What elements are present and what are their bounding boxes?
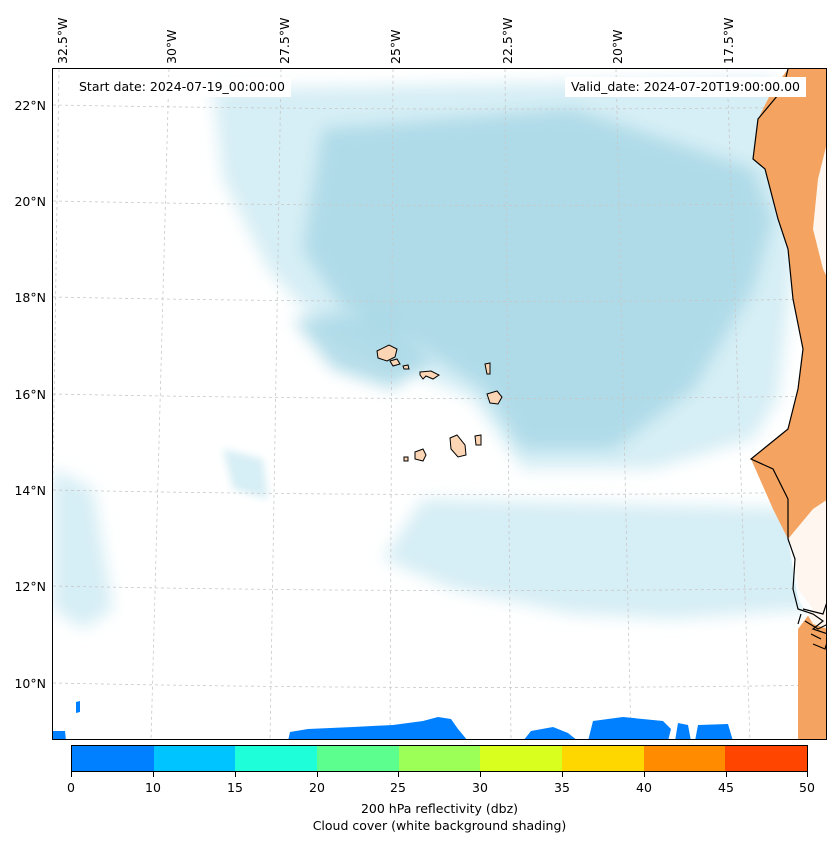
colorbar-tick-label-30: 30 (472, 780, 488, 795)
colorbar-tick-label-0: 0 (67, 780, 75, 795)
valid-date-label: Valid_date: 2024-07-20T19:00:00.00 (564, 77, 806, 97)
meridian-27-5w (269, 69, 282, 739)
colorbar-tick-label-15: 15 (227, 780, 243, 795)
coastline-guinea-islands (797, 603, 826, 650)
parallel-16n (53, 393, 826, 399)
cloud-dense-region-north (303, 109, 773, 449)
colorbar-sublabel: Cloud cover (white background shading) (312, 818, 567, 833)
colorbar-segment-40-45 (643, 746, 726, 771)
meridian-30w (150, 69, 170, 739)
meridian-17-5w (726, 69, 751, 739)
colorbar-tick-label-45: 45 (718, 780, 734, 795)
reflectivity-blob-west-spot (76, 701, 80, 713)
colorbar-tick-label-20: 20 (309, 780, 325, 795)
colorbar-tick-20 (317, 772, 318, 777)
africa-coast (749, 69, 826, 739)
island-sal (484, 362, 491, 375)
coastline-mainland (749, 69, 826, 634)
colorbar-segment-20-25 (317, 746, 399, 771)
cloud-band-south (383, 499, 813, 619)
island-sao-vicente (389, 358, 401, 367)
colorbar-segment-45-50 (725, 746, 808, 771)
meridian-22-5w (504, 69, 512, 739)
colorbar-tick-25 (398, 772, 399, 777)
map-canvas (53, 69, 826, 739)
lat-label-10n: 10°N (14, 676, 46, 691)
meridian-20w (615, 69, 632, 739)
colorbar-label: 200 hPa reflectivity (dbz) (360, 801, 519, 816)
parallel-10n (53, 682, 826, 688)
lat-label-16n: 16°N (14, 387, 46, 402)
colorbar-tick-30 (480, 772, 481, 777)
lon-label-32-5w: 32.5°W (55, 17, 70, 64)
parallel-20n (53, 200, 826, 206)
reflectivity-blob-far-east (695, 724, 733, 739)
lat-label-12n: 12°N (14, 579, 46, 594)
parallel-14n (53, 489, 826, 495)
start-date-label: Start date: 2024-07-19_00:00:00 (73, 77, 291, 97)
reflectivity-colorbar (71, 745, 808, 772)
parallel-22n (53, 104, 826, 110)
colorbar-segment-30-35 (480, 746, 563, 771)
colorbar-segment-15-20 (235, 746, 318, 771)
colorbar-tick-40 (644, 772, 645, 777)
colorbar-tick-label-40: 40 (636, 780, 652, 795)
island-maio (474, 434, 482, 446)
africa-land-white-south (788, 500, 826, 629)
lon-label-20w: 20°W (610, 29, 625, 64)
lat-label-20n: 20°N (14, 194, 46, 209)
lat-label-22n: 22°N (14, 98, 46, 113)
island-brava (403, 456, 409, 462)
island-santo-antao (376, 344, 398, 362)
colorbar-segment-0-10 (72, 746, 154, 771)
lon-label-22-5w: 22.5°W (500, 17, 515, 64)
colorbar-tick-45 (726, 772, 727, 777)
reflectivity-blob-east-large (588, 717, 671, 739)
colorbar-segment-35-40 (562, 746, 644, 771)
island-fogo (414, 448, 427, 462)
lat-label-18n: 18°N (14, 290, 46, 305)
meridian-32-5w (53, 69, 60, 500)
reflectivity-blob-east (524, 727, 576, 739)
colorbar-tick-label-50: 50 (799, 780, 815, 795)
cloud-dense-region-west (293, 309, 433, 389)
lon-label-25w: 25°W (388, 29, 403, 64)
lat-label-14n: 14°N (14, 483, 46, 498)
lon-label-30w: 30°W (164, 29, 179, 64)
colorbar-tick-label-35: 35 (554, 780, 570, 795)
lon-label-17-5w: 17.5°W (721, 17, 736, 64)
island-santa-luzia (402, 364, 410, 370)
colorbar-tick-label-25: 25 (390, 780, 406, 795)
colorbar-segment-10-15 (153, 746, 236, 771)
cloud-cover-layer (53, 79, 813, 629)
island-boa-vista (486, 390, 503, 405)
colorbar-tick-label-10: 10 (145, 780, 161, 795)
cloud-patch-center (223, 449, 268, 499)
colorbar-tick-35 (562, 772, 563, 777)
graticule (53, 69, 826, 739)
cloud-patch-southwest (53, 469, 113, 629)
reflectivity-blob-east-small (675, 723, 691, 739)
reflectivity-blob-center (288, 717, 467, 739)
map-panel: Start date: 2024-07-19_00:00:00 Valid_da… (52, 68, 827, 740)
meridian-25w (389, 69, 394, 739)
africa-land-white-north (813, 147, 826, 275)
cape-verde-islands (376, 344, 503, 462)
island-sao-nicolau (419, 370, 440, 380)
colorbar-tick-0 (71, 772, 72, 777)
reflectivity-layer (53, 701, 733, 739)
island-santiago (449, 434, 467, 458)
parallel-18n (53, 296, 826, 302)
lon-label-27-5w: 27.5°W (277, 17, 292, 64)
reflectivity-blob-west-edge (53, 731, 66, 739)
colorbar-segment-25-30 (398, 746, 481, 771)
colorbar-tick-50 (807, 772, 808, 777)
parallel-12n (53, 585, 826, 591)
colorbar-tick-15 (235, 772, 236, 777)
colorbar-tick-10 (153, 772, 154, 777)
